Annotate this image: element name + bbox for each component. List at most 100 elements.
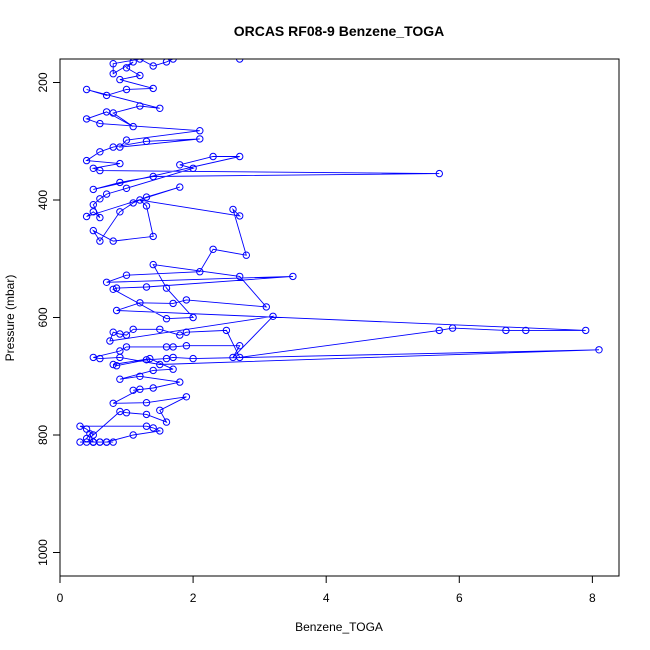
data-point bbox=[189, 313, 197, 322]
data-point bbox=[149, 172, 157, 181]
data-point bbox=[156, 406, 164, 414]
data-point bbox=[129, 325, 137, 333]
data-point bbox=[582, 326, 590, 335]
y-tick-label: 800 bbox=[36, 425, 50, 445]
data-point bbox=[136, 196, 144, 204]
data-point bbox=[109, 285, 117, 293]
data-point bbox=[109, 328, 117, 336]
data-point bbox=[522, 326, 530, 335]
data-point bbox=[142, 356, 151, 364]
data-point bbox=[142, 137, 151, 146]
data-point bbox=[136, 71, 144, 80]
data-point bbox=[242, 251, 251, 259]
data-point bbox=[176, 161, 184, 169]
data-point bbox=[182, 393, 191, 401]
x-axis-label: Benzene_TOGA bbox=[295, 620, 383, 634]
data-point bbox=[112, 284, 121, 292]
data-point bbox=[236, 59, 244, 63]
data-point bbox=[169, 353, 177, 362]
data-point bbox=[136, 299, 144, 307]
data-point bbox=[262, 303, 270, 311]
data-point bbox=[182, 328, 191, 336]
data-point bbox=[289, 272, 297, 281]
data-point bbox=[89, 226, 98, 235]
y-tick-label: 1000 bbox=[36, 539, 50, 566]
series-line bbox=[79, 59, 600, 443]
data-point bbox=[109, 70, 117, 78]
data-point bbox=[156, 325, 164, 333]
data-point bbox=[96, 195, 104, 203]
data-point bbox=[146, 354, 154, 363]
data-point bbox=[236, 353, 244, 362]
data-point bbox=[169, 299, 177, 308]
data-point bbox=[122, 136, 131, 144]
data-point bbox=[116, 143, 124, 151]
data-point bbox=[189, 164, 197, 173]
data-point bbox=[82, 212, 91, 221]
data-point bbox=[136, 59, 144, 63]
data-point bbox=[142, 410, 151, 419]
data-point bbox=[162, 284, 171, 292]
data-point bbox=[169, 59, 177, 63]
data-point bbox=[116, 75, 124, 84]
data-point bbox=[162, 315, 171, 323]
data-point bbox=[176, 183, 184, 191]
data-point bbox=[112, 306, 121, 315]
data-point bbox=[182, 296, 191, 304]
data-point bbox=[129, 59, 137, 66]
data-point bbox=[82, 115, 91, 123]
data-point bbox=[112, 362, 121, 370]
data-point bbox=[269, 312, 277, 320]
data-point bbox=[236, 212, 244, 220]
x-tick-label: 8 bbox=[589, 591, 596, 605]
data-point bbox=[129, 431, 137, 439]
y-tick-label: 200 bbox=[36, 72, 50, 92]
data-point bbox=[89, 185, 98, 194]
y-tick-label: 400 bbox=[36, 190, 50, 210]
data-point bbox=[222, 326, 231, 335]
data-point bbox=[149, 366, 157, 375]
data-point bbox=[149, 62, 157, 70]
data-point bbox=[595, 346, 603, 354]
data-point bbox=[136, 372, 144, 380]
data-point bbox=[435, 169, 443, 178]
data-point bbox=[142, 202, 151, 210]
data-point bbox=[142, 399, 151, 407]
data-point bbox=[196, 268, 204, 276]
data-point bbox=[102, 438, 111, 446]
data-point bbox=[136, 102, 144, 110]
x-tick-label: 0 bbox=[57, 591, 64, 605]
data-point bbox=[102, 190, 111, 198]
data-point bbox=[162, 59, 171, 66]
data-point bbox=[169, 365, 177, 373]
data-point bbox=[189, 354, 197, 363]
data-point bbox=[236, 152, 244, 161]
data-point bbox=[129, 199, 137, 207]
data-point bbox=[116, 159, 124, 168]
data-point bbox=[129, 122, 137, 131]
data-point bbox=[109, 237, 117, 245]
data-point bbox=[106, 337, 114, 345]
data-point bbox=[109, 360, 117, 369]
data-point bbox=[142, 193, 151, 201]
x-tick-label: 4 bbox=[323, 591, 330, 605]
data-point bbox=[129, 386, 137, 394]
data-point bbox=[149, 232, 157, 241]
y-axis-label: Pressure (mbar) bbox=[3, 275, 17, 362]
data-point bbox=[96, 213, 104, 222]
data-point bbox=[182, 342, 191, 350]
data-point bbox=[196, 135, 204, 143]
data-point bbox=[116, 347, 124, 355]
data-point bbox=[209, 245, 217, 254]
data-point bbox=[156, 360, 164, 369]
data-point bbox=[122, 85, 131, 94]
data-point bbox=[122, 184, 131, 193]
data-point bbox=[89, 164, 98, 173]
data-point bbox=[196, 127, 204, 135]
plot-area bbox=[76, 59, 603, 446]
data-point bbox=[109, 399, 117, 407]
data-point bbox=[448, 324, 457, 332]
x-tick-label: 2 bbox=[190, 591, 197, 605]
data-point bbox=[76, 422, 84, 430]
